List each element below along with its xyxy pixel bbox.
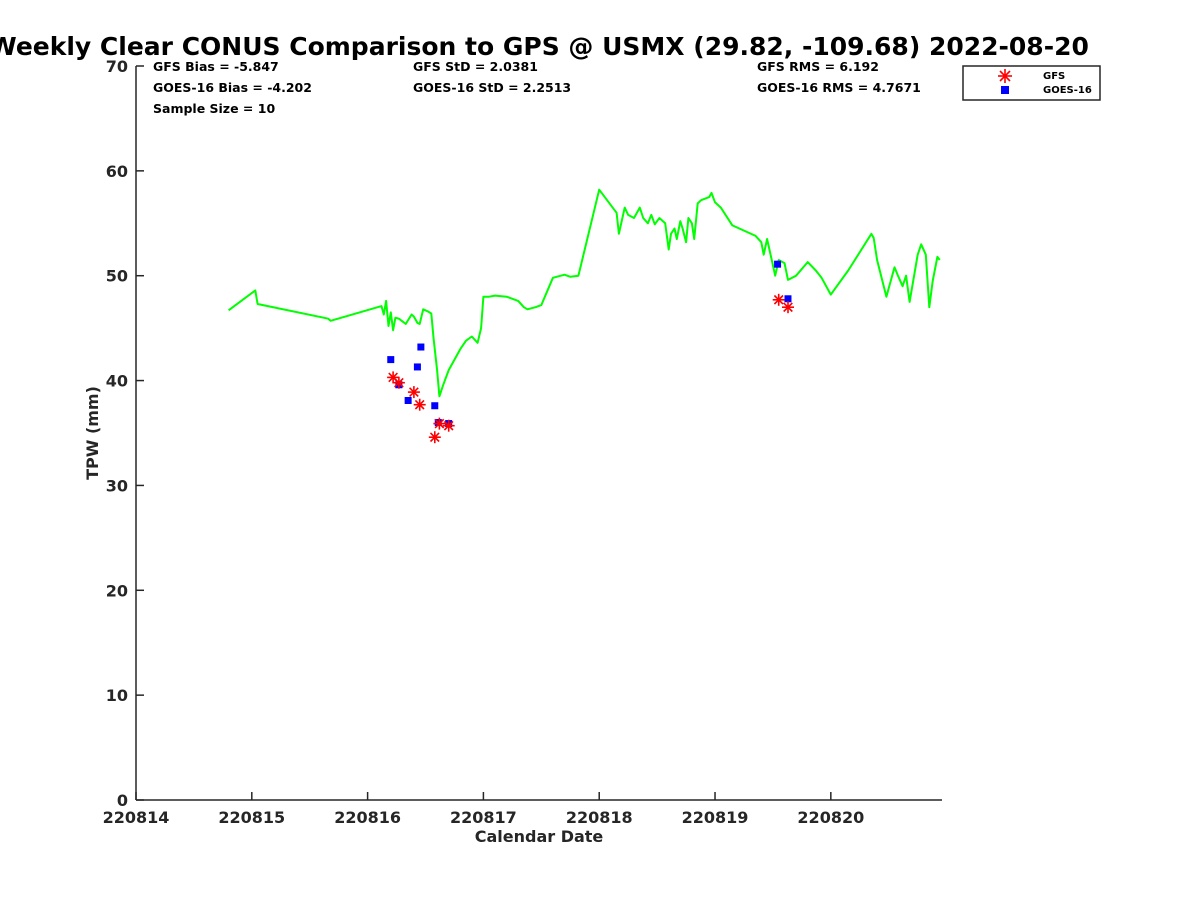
sample-size-stat: Sample Size = 10	[153, 101, 275, 116]
x-tick-label: 220817	[450, 808, 517, 827]
plot-area	[228, 188, 941, 444]
goes-rms-stat: GOES-16 RMS = 4.7671	[757, 80, 921, 95]
gfs-point	[772, 293, 785, 306]
goes16-point	[774, 260, 782, 268]
gps-series-line	[228, 188, 941, 398]
goes16-point	[417, 343, 425, 351]
gfs-std-stat: GFS StD = 2.0381	[413, 59, 538, 74]
y-tick-label: 70	[106, 57, 128, 76]
axes	[135, 66, 942, 801]
gfs-point	[428, 431, 441, 444]
x-ticks: 220814 220815 220816 220817 220818 220819 2208…	[103, 792, 864, 827]
gfs-point	[392, 376, 405, 389]
x-tick-label: 220820	[797, 808, 864, 827]
y-tick-label: 20	[106, 581, 128, 600]
y-tick-label: 50	[106, 267, 128, 286]
legend-box	[962, 65, 1101, 101]
chart-title: Weekly Clear CONUS Comparison to GPS @ U…	[0, 32, 1089, 61]
goes-std-stat: GOES-16 StD = 2.2513	[413, 80, 571, 95]
x-tick-label: 220816	[334, 808, 401, 827]
goes16-point	[387, 356, 395, 364]
y-tick-label: 60	[106, 162, 128, 181]
x-tick-label: 220814	[103, 808, 170, 827]
y-tick-label: 30	[106, 476, 128, 495]
legend-gfs-label: GFS	[1043, 71, 1065, 82]
y-ticks: 0 10 20 30 40 50 60 70	[106, 57, 144, 810]
gfs-bias-stat: GFS Bias = -5.847	[153, 59, 279, 74]
gfs-point	[442, 419, 455, 432]
gfs-point	[782, 301, 794, 314]
legend-goes-label: GOES-16	[1043, 85, 1092, 96]
x-tick-label: 220819	[682, 808, 749, 827]
legend-gfs-marker	[998, 69, 1012, 83]
x-axis-label: Calendar Date	[475, 827, 604, 846]
y-tick-label: 0	[117, 791, 128, 810]
goes16-point	[784, 295, 792, 303]
gfs-point	[433, 417, 446, 430]
goes16-point	[431, 402, 439, 410]
stats-block: GFS Bias = -5.847 GOES-16 Bias = -4.202 …	[153, 59, 921, 116]
y-tick-label: 40	[106, 372, 128, 391]
gfs-point	[407, 386, 420, 399]
legend: GFS GOES-16	[962, 65, 1101, 101]
gfs-point	[413, 398, 426, 411]
y-axis-label: TPW (mm)	[83, 386, 102, 480]
x-tick-label: 220815	[218, 808, 285, 827]
goes16-point	[404, 396, 412, 404]
y-tick-label: 10	[106, 686, 128, 705]
goes-bias-stat: GOES-16 Bias = -4.202	[153, 80, 312, 95]
x-tick-label: 220818	[566, 808, 633, 827]
gfs-rms-stat: GFS RMS = 6.192	[757, 59, 879, 74]
goes16-point	[413, 363, 421, 371]
legend-goes-marker	[1001, 86, 1009, 94]
